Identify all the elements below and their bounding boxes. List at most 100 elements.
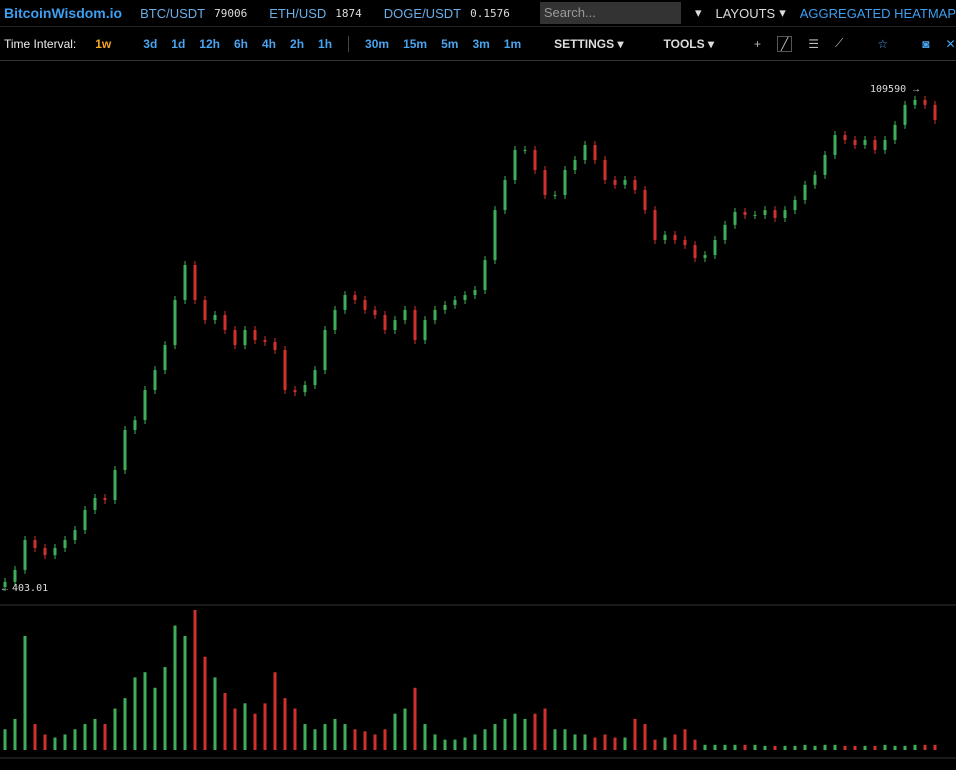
candle-body <box>243 330 247 346</box>
volume-bar <box>383 729 387 750</box>
volume-bar <box>63 734 67 750</box>
candle-body <box>693 245 697 259</box>
candle-body <box>593 145 597 161</box>
candle-body <box>73 530 77 541</box>
volume-bar <box>463 737 467 750</box>
camera-button[interactable]: ◙ <box>922 36 930 51</box>
volume-bar <box>883 744 887 750</box>
candle-body <box>313 370 317 385</box>
volume-bar <box>583 734 587 750</box>
candle-body <box>813 174 817 185</box>
star-button[interactable]: ☆ <box>877 36 889 51</box>
volume-bar <box>593 737 597 750</box>
volume-bar <box>743 744 747 750</box>
volume-bar <box>773 745 777 750</box>
volume-bar <box>633 718 637 750</box>
header: BitcoinWisdom.io BTC/USDT 79006 ETH/USD 187… <box>0 0 956 27</box>
volume-bar <box>93 718 97 750</box>
candle-body <box>53 547 57 556</box>
interval-button[interactable]: 15m <box>403 36 428 51</box>
candle-body <box>263 340 267 343</box>
candle-body <box>393 320 397 331</box>
interval-button[interactable]: 30m <box>365 36 390 51</box>
volume-bar <box>333 718 337 750</box>
hline-tool[interactable]: ☰ <box>808 36 820 51</box>
candle-body <box>83 509 87 531</box>
line-tool[interactable]: ╱ <box>777 35 793 52</box>
candle-body <box>643 189 647 211</box>
volume-bar <box>53 737 57 750</box>
candle-body <box>673 234 677 240</box>
volume-bar <box>553 729 557 750</box>
candle-body <box>933 104 937 121</box>
interval-button[interactable]: 4h <box>262 36 277 51</box>
volume-bar <box>543 708 547 750</box>
candle-body <box>283 350 287 391</box>
candle-body <box>103 498 107 501</box>
interval-button[interactable]: 1h <box>318 36 333 51</box>
separator <box>348 35 350 52</box>
search-box[interactable]: Search... <box>539 2 681 24</box>
volume-bar <box>693 739 697 750</box>
crosshair-tool[interactable]: + <box>754 36 762 51</box>
candle-body <box>613 180 617 185</box>
candle-body <box>343 295 347 310</box>
interval-button[interactable]: 1d <box>171 36 186 51</box>
interval-button[interactable]: 3d <box>143 36 158 51</box>
interval-active[interactable]: 1w <box>95 36 112 51</box>
candle-body <box>783 210 787 218</box>
volume-bar <box>603 734 607 750</box>
fullscreen-button[interactable]: ✕ <box>945 36 956 51</box>
candle-body <box>63 540 67 548</box>
candle-body <box>23 540 27 570</box>
candle-body <box>143 390 147 421</box>
ticker-pair[interactable]: ETH/USD <box>269 5 327 21</box>
logo[interactable]: BitcoinWisdom.io <box>4 5 123 21</box>
volume-bar <box>303 724 307 750</box>
interval-button[interactable]: 5m <box>441 36 459 51</box>
candle-body <box>223 315 227 331</box>
interval-button[interactable]: 2h <box>290 36 305 51</box>
candle-body <box>323 330 327 371</box>
settings-text: SETTINGS <box>554 36 615 51</box>
volume-bar <box>163 667 167 750</box>
interval-button[interactable]: 3m <box>472 36 490 51</box>
candle-body <box>503 180 507 211</box>
volume-bar <box>853 745 857 750</box>
heatmap-link[interactable]: AGGREGATED HEATMAP <box>799 5 956 21</box>
settings-menu[interactable]: SETTINGS ▾ <box>554 36 624 51</box>
interval-button[interactable]: 1m <box>503 36 522 51</box>
volume-bar <box>213 677 217 750</box>
candle-body <box>873 139 877 150</box>
ticker-pair[interactable]: DOGE/USDT <box>383 5 462 21</box>
volume-bar <box>133 677 137 750</box>
fan-tool[interactable]: ⟋ <box>835 36 844 50</box>
volume-bar <box>123 698 127 750</box>
candle-body <box>123 429 127 470</box>
candle-body <box>433 309 437 321</box>
volume-bar <box>713 744 717 750</box>
candle-body <box>443 305 447 310</box>
dropdown-arrow[interactable]: ▾ <box>694 5 702 20</box>
volume-bar <box>873 745 877 750</box>
ticker-price: 0.1576 <box>470 6 510 20</box>
candle-body <box>333 309 337 331</box>
volume-bar <box>523 718 527 750</box>
candle-body <box>663 234 667 240</box>
candle-body <box>633 180 637 190</box>
interval-button[interactable]: 6h <box>233 36 248 51</box>
candle-body <box>923 99 927 105</box>
layouts-menu[interactable]: LAYOUTS <box>715 5 776 21</box>
candle-body <box>763 210 767 215</box>
volume-bar <box>473 734 477 750</box>
candle-body <box>843 135 847 140</box>
volume-bar <box>13 718 17 750</box>
ticker-pair[interactable]: BTC/USDT <box>140 5 206 21</box>
candle-body <box>163 345 167 371</box>
candle-body <box>803 184 807 200</box>
volume-bar <box>283 698 287 750</box>
candle-body <box>413 309 417 341</box>
candle-body <box>893 124 897 140</box>
tools-menu[interactable]: TOOLS ▾ <box>663 36 714 51</box>
interval-button[interactable]: 12h <box>199 36 220 51</box>
